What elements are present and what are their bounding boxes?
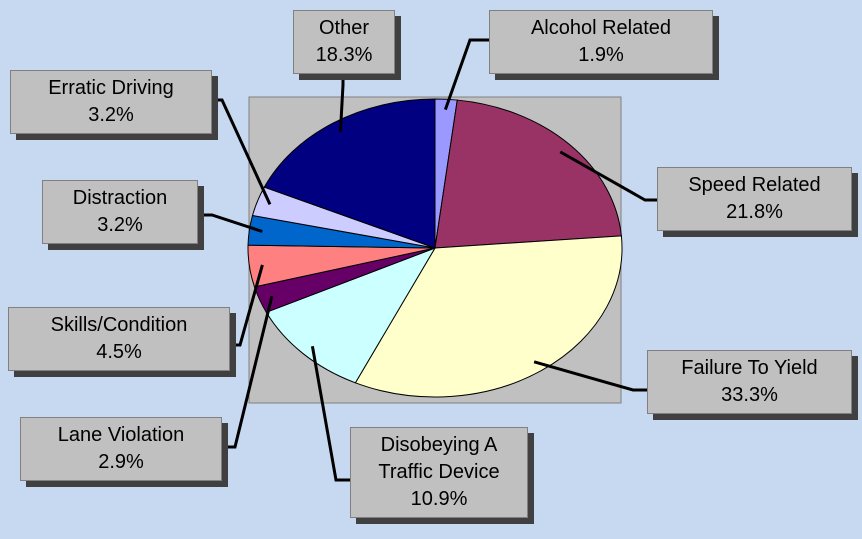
slice-label: Failure To Yield 33.3% <box>647 350 852 414</box>
leader-lines <box>198 38 657 482</box>
slice-name: Failure To Yield <box>681 357 818 379</box>
leader-line <box>230 264 264 347</box>
slice-value: 3.2% <box>88 104 134 126</box>
slice-label: Other 18.3% <box>293 10 395 74</box>
leader-line <box>310 346 350 482</box>
slice-label: Skills/Condition 4.5% <box>8 307 230 371</box>
slice-label: Erratic Driving 3.2% <box>10 70 212 134</box>
slice-value: 1.9% <box>578 44 624 66</box>
leader-line <box>198 213 263 233</box>
slice-value: 33.3% <box>721 384 778 406</box>
slice-name: Speed Related <box>688 174 821 196</box>
slice-value: 3.2% <box>97 214 143 236</box>
leader-line <box>443 38 489 111</box>
slice-value: 4.5% <box>96 341 142 363</box>
leader-line <box>559 150 657 202</box>
slice-value: 18.3% <box>315 44 373 66</box>
slice-name: Alcohol Related <box>530 17 672 39</box>
slice-value: 21.8% <box>726 201 783 223</box>
pie-slice <box>263 98 436 249</box>
pie-slice <box>265 247 437 384</box>
slice-name: Erratic Driving <box>48 77 174 99</box>
slice-name: Lane Violation <box>57 424 185 446</box>
slice-name: Distraction <box>72 187 168 209</box>
pie <box>247 98 623 398</box>
slice-label: Alcohol Related 1.9% <box>489 10 713 74</box>
leader-line <box>338 72 345 132</box>
slice-label: Disobeying A Traffic Device 10.9% <box>350 427 528 518</box>
slice-value: 10.9% <box>410 488 468 510</box>
leader-line <box>212 98 272 205</box>
slice-label: Lane Violation 2.9% <box>20 417 222 481</box>
slice-value: 2.9% <box>98 451 144 473</box>
leader-line <box>533 360 647 392</box>
slice-name: Disobeying A Traffic Device <box>378 434 500 483</box>
leader-line <box>222 295 274 449</box>
slice-name: Skills/Condition <box>50 314 188 336</box>
pie-slice <box>354 235 623 398</box>
pie-slice <box>434 99 622 249</box>
slice-label: Distraction 3.2% <box>42 180 198 244</box>
slice-name: Other <box>318 17 370 39</box>
slice-label: Speed Related 21.8% <box>657 167 852 231</box>
